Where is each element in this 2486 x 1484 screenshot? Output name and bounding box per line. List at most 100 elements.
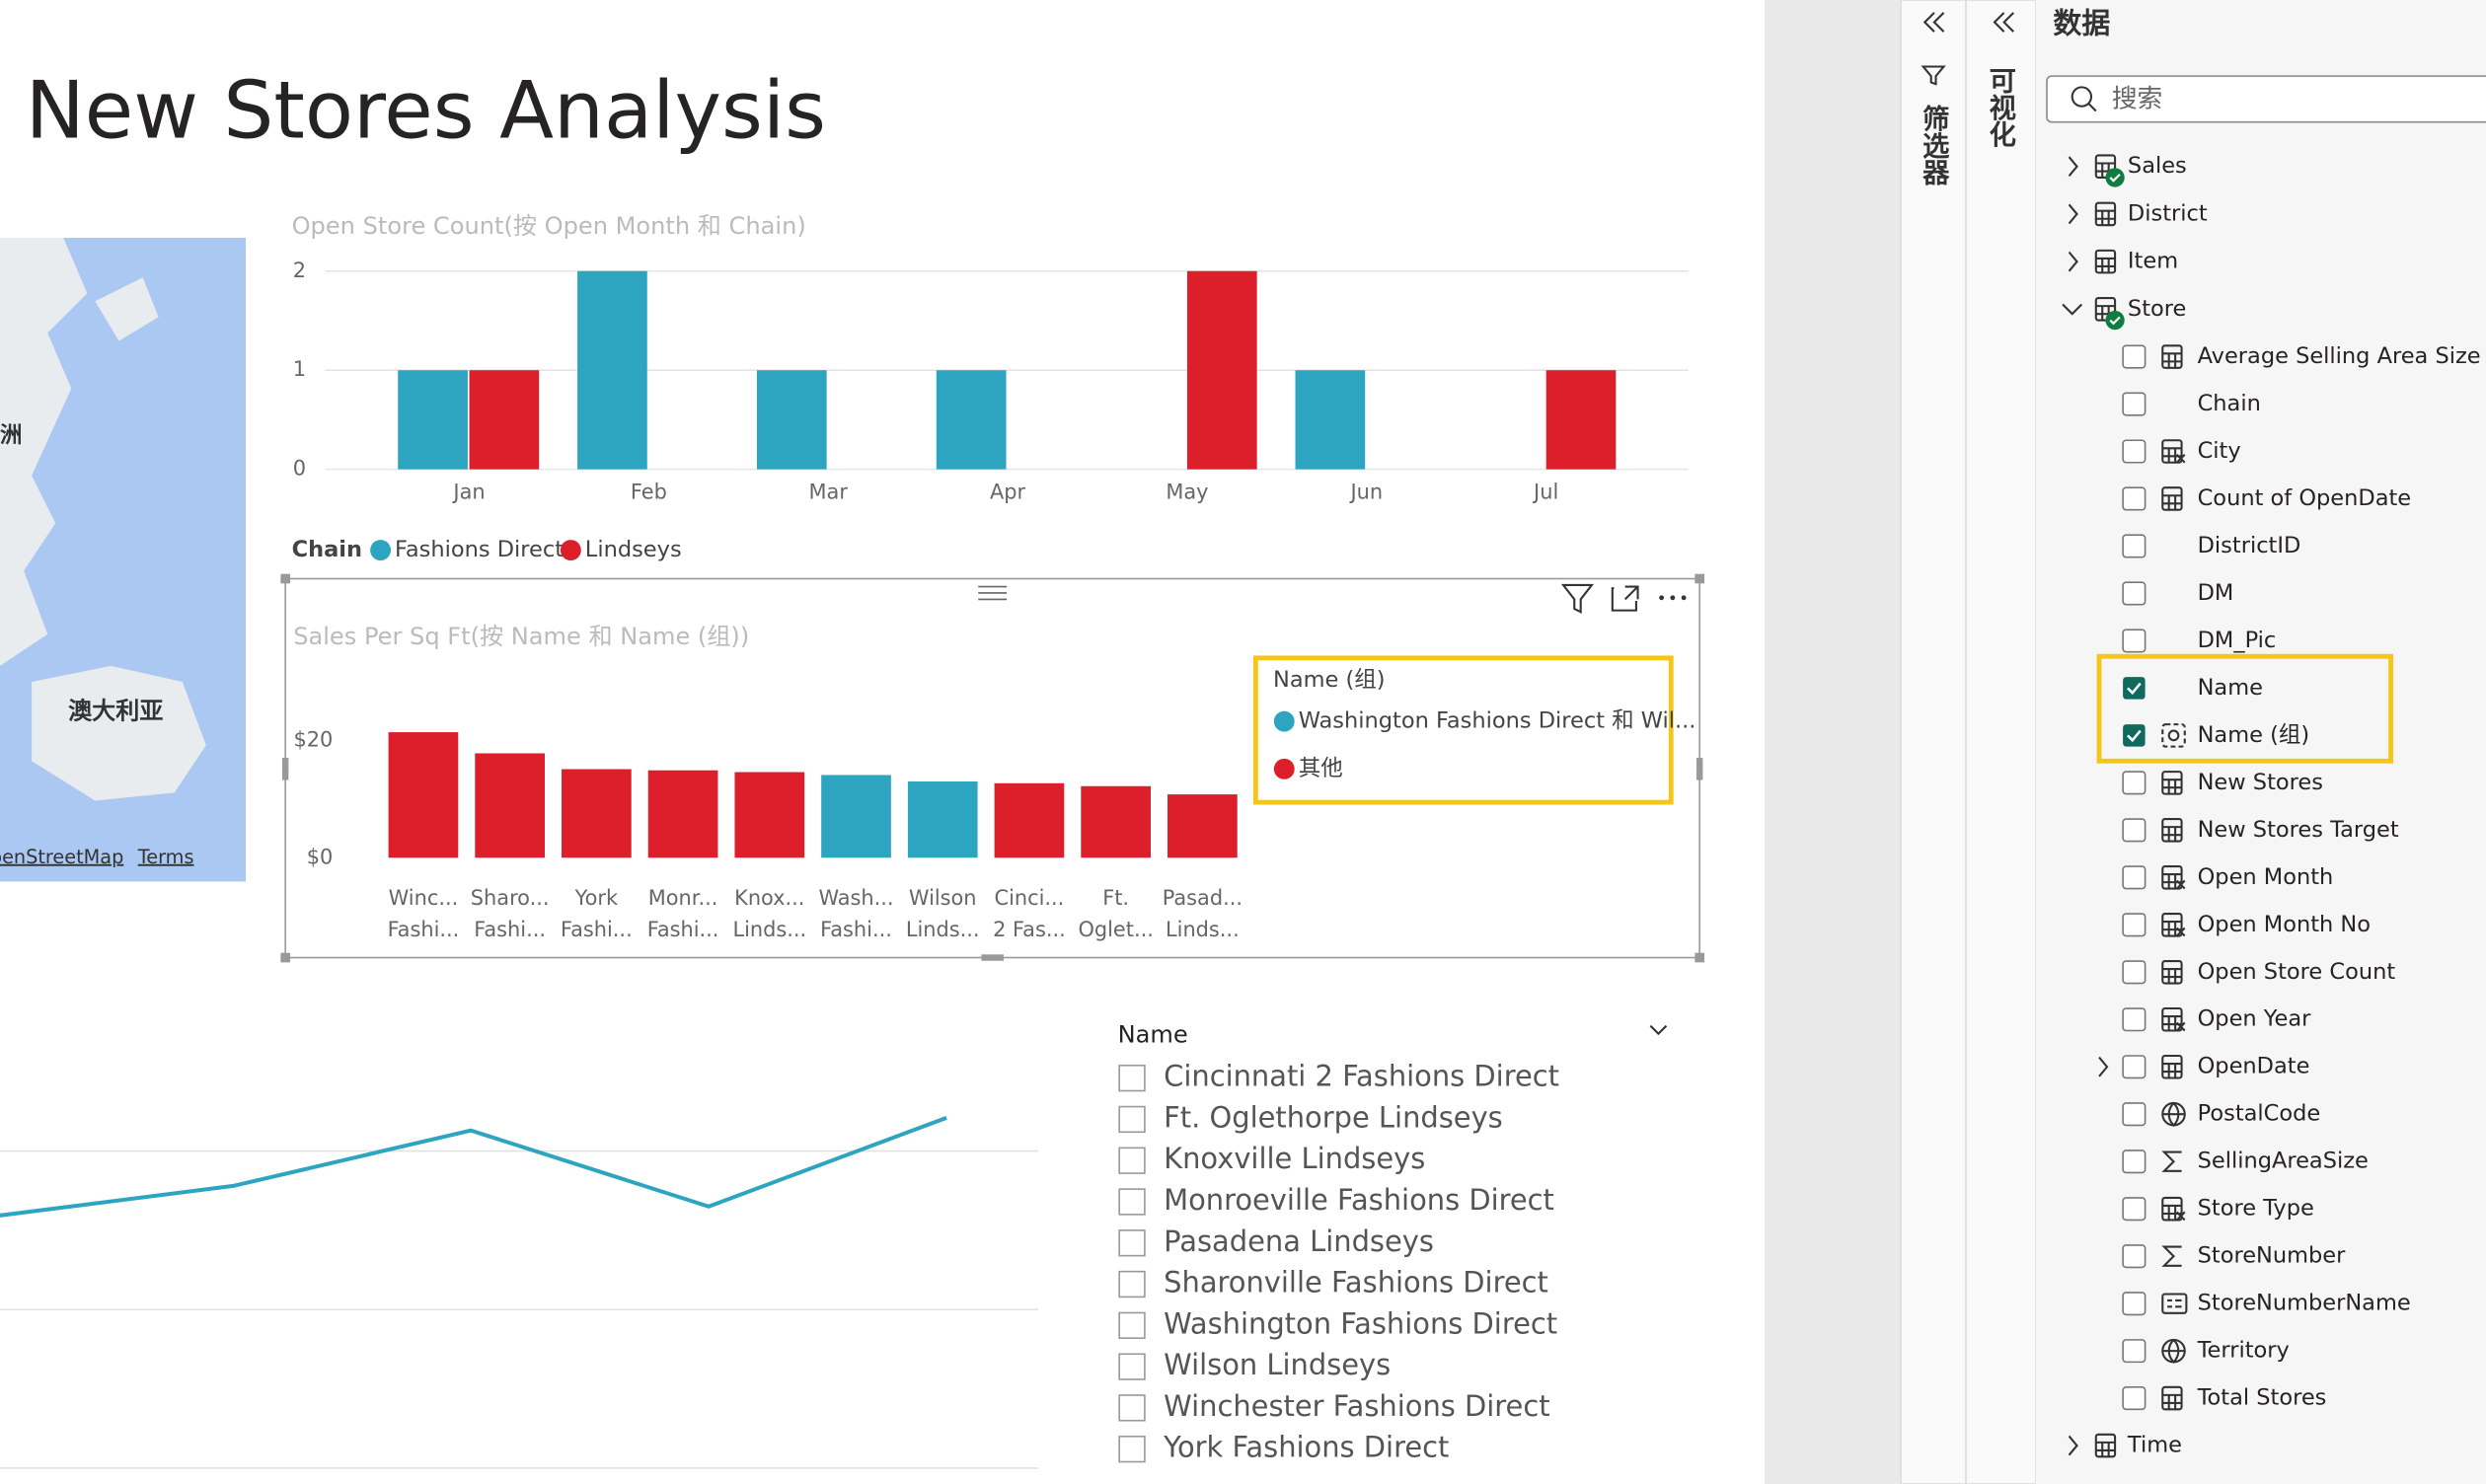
slicer-checkbox[interactable]: [1118, 1064, 1146, 1092]
field-checkbox[interactable]: [2123, 724, 2146, 747]
field-checkbox[interactable]: [2122, 392, 2147, 416]
field-name[interactable]: PostalCode: [2198, 1101, 2321, 1127]
field-checkbox[interactable]: [2122, 771, 2147, 795]
expander[interactable]: [2068, 251, 2078, 272]
slicer-checkbox[interactable]: [1118, 1435, 1146, 1463]
filters-label[interactable]: 筛选器: [1918, 104, 1951, 186]
focus-icon[interactable]: [1611, 585, 1639, 612]
bar[interactable]: [821, 775, 891, 858]
bar[interactable]: [734, 772, 805, 858]
slicer-checkbox[interactable]: [1118, 1229, 1146, 1257]
field-name[interactable]: DM: [2198, 580, 2234, 606]
field-checkbox[interactable]: [2122, 344, 2147, 369]
field-name[interactable]: Average Selling Area Size: [2198, 343, 2481, 369]
bar[interactable]: [647, 770, 718, 858]
field-name[interactable]: DistrictID: [2198, 533, 2301, 558]
filters-pane[interactable]: [1900, 0, 1967, 1484]
legend-marker[interactable]: [1273, 758, 1295, 779]
bar[interactable]: [1081, 785, 1152, 858]
bar[interactable]: [1186, 270, 1257, 470]
field-name[interactable]: StoreNumber: [2198, 1243, 2346, 1269]
field-name[interactable]: SellingAreaSize: [2198, 1149, 2369, 1174]
table-name[interactable]: Store: [2128, 296, 2186, 322]
bar[interactable]: [1168, 794, 1238, 858]
field-name[interactable]: StoreNumberName: [2198, 1291, 2411, 1316]
slicer-item[interactable]: Pasadena Lindseys: [1164, 1224, 1434, 1258]
bar[interactable]: [936, 370, 1007, 470]
bar[interactable]: [475, 753, 545, 858]
visualizations-pane[interactable]: [1965, 0, 2037, 1484]
field-checkbox[interactable]: [2122, 1007, 2147, 1032]
bar[interactable]: [562, 769, 632, 858]
bar[interactable]: [1295, 370, 1366, 470]
field-checkbox[interactable]: [2122, 439, 2147, 464]
slicer-checkbox[interactable]: [1118, 1394, 1146, 1422]
slicer-item[interactable]: Knoxville Lindseys: [1164, 1142, 1425, 1175]
filter-icon[interactable]: [1560, 583, 1595, 614]
field-checkbox[interactable]: [2122, 581, 2147, 606]
search-box[interactable]: [2046, 75, 2486, 123]
legend-marker[interactable]: [370, 540, 392, 561]
table-name[interactable]: Item: [2128, 249, 2178, 274]
slicer-item[interactable]: York Fashions Direct: [1163, 1431, 1449, 1464]
collapse-filters[interactable]: [1922, 12, 1945, 33]
field-checkbox[interactable]: [2122, 960, 2147, 985]
slicer-item[interactable]: Ft. Oglethorpe Lindseys: [1164, 1100, 1503, 1134]
slicer-item[interactable]: Cincinnati 2 Fashions Direct: [1164, 1060, 1559, 1093]
slicer-checkbox[interactable]: [1118, 1147, 1146, 1174]
bar[interactable]: [1545, 370, 1617, 470]
field-checkbox[interactable]: [2122, 913, 2147, 937]
search-placeholder[interactable]: 搜索: [2112, 85, 2162, 114]
table-name[interactable]: Sales: [2128, 153, 2187, 179]
field-checkbox[interactable]: [2122, 534, 2147, 558]
field-checkbox[interactable]: [2122, 818, 2147, 843]
field-checkbox[interactable]: [2122, 1150, 2147, 1174]
field-checkbox[interactable]: [2122, 1292, 2147, 1316]
table-name[interactable]: Time: [2127, 1433, 2182, 1458]
bar[interactable]: [388, 732, 459, 858]
field-name[interactable]: OpenDate: [2198, 1054, 2310, 1079]
field-checkbox[interactable]: [2122, 1386, 2147, 1411]
field-checkbox[interactable]: [2123, 677, 2146, 700]
slicer-item[interactable]: Winchester Fashions Direct: [1164, 1389, 1549, 1423]
expander[interactable]: [2068, 1435, 2078, 1456]
field-checkbox[interactable]: [2122, 1244, 2147, 1269]
legend-label[interactable]: Washington Fashions Direct 和 Wil...: [1299, 708, 1696, 734]
bar[interactable]: [469, 370, 540, 470]
slicer-item[interactable]: Washington Fashions Direct: [1164, 1306, 1557, 1340]
more-icon[interactable]: [1659, 595, 1687, 601]
slicer-checkbox[interactable]: [1118, 1353, 1146, 1380]
slicer-dropdown[interactable]: [1649, 1024, 1668, 1036]
slicer-item[interactable]: Wilson Lindseys: [1164, 1348, 1391, 1381]
slicer-item[interactable]: Monroeville Fashions Direct: [1164, 1183, 1554, 1217]
legend-label[interactable]: 其他: [1299, 756, 1343, 781]
field-name[interactable]: Total Stores: [2197, 1385, 2327, 1411]
bar[interactable]: [907, 781, 978, 858]
map-terms[interactable]: Terms: [137, 846, 194, 868]
expander[interactable]: [2068, 156, 2078, 178]
legend-marker[interactable]: [1273, 710, 1295, 732]
field-name[interactable]: DM_Pic: [2198, 628, 2277, 653]
field-name[interactable]: Name (组): [2198, 722, 2310, 748]
field-checkbox[interactable]: [2122, 1197, 2147, 1222]
field-name[interactable]: Open Month No: [2198, 912, 2371, 937]
field-name[interactable]: Count of OpenDate: [2198, 485, 2412, 511]
field-checkbox[interactable]: [2122, 629, 2147, 653]
field-name[interactable]: New Stores Target: [2198, 817, 2399, 843]
field-name[interactable]: Store Type: [2198, 1196, 2314, 1222]
bar[interactable]: [398, 370, 468, 470]
field-name[interactable]: Chain: [2198, 391, 2261, 416]
field-name[interactable]: New Stores: [2198, 770, 2323, 795]
slicer-item[interactable]: Sharonville Fashions Direct: [1164, 1266, 1548, 1299]
legend-label[interactable]: Fashions Direct: [395, 537, 564, 562]
bar[interactable]: [756, 370, 827, 470]
slicer-checkbox[interactable]: [1118, 1188, 1146, 1216]
field-checkbox[interactable]: [2122, 865, 2147, 890]
field-checkbox[interactable]: [2122, 1055, 2147, 1079]
legend-label[interactable]: Lindseys: [585, 537, 682, 562]
field-name[interactable]: City: [2198, 438, 2241, 464]
expander[interactable]: [2098, 1056, 2109, 1077]
expander[interactable]: [2068, 203, 2078, 225]
field-checkbox[interactable]: [2122, 1339, 2147, 1364]
drag-handle[interactable]: [978, 585, 1008, 601]
